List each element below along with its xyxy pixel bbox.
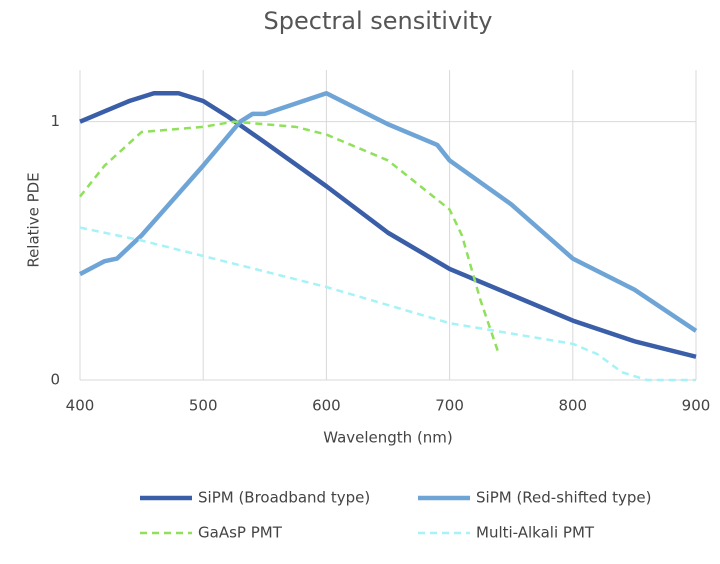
x-tick-label: 600	[312, 397, 341, 415]
y-axis-label: Relative PDE	[25, 172, 43, 267]
series-line	[79, 226, 696, 382]
series-line	[79, 91, 697, 359]
x-tick-label: 500	[189, 397, 218, 415]
chart-title: Spectral sensitivity	[264, 7, 493, 35]
legend-label: GaAsP PMT	[198, 524, 283, 542]
legend-label: SiPM (Broadband type)	[198, 489, 370, 507]
y-tick-label: 0	[50, 371, 60, 389]
x-tick-label: 800	[558, 397, 587, 415]
series-line	[78, 91, 698, 333]
y-tick-label: 1	[50, 112, 60, 130]
legend-label: Multi-Alkali PMT	[476, 524, 595, 542]
series-line	[79, 120, 501, 355]
x-axis-label: Wavelength (nm)	[323, 429, 453, 447]
legend-label: SiPM (Red-shifted type)	[476, 489, 651, 507]
x-tick-label: 900	[682, 397, 711, 415]
x-tick-label: 400	[66, 397, 95, 415]
x-tick-label: 700	[435, 397, 464, 415]
